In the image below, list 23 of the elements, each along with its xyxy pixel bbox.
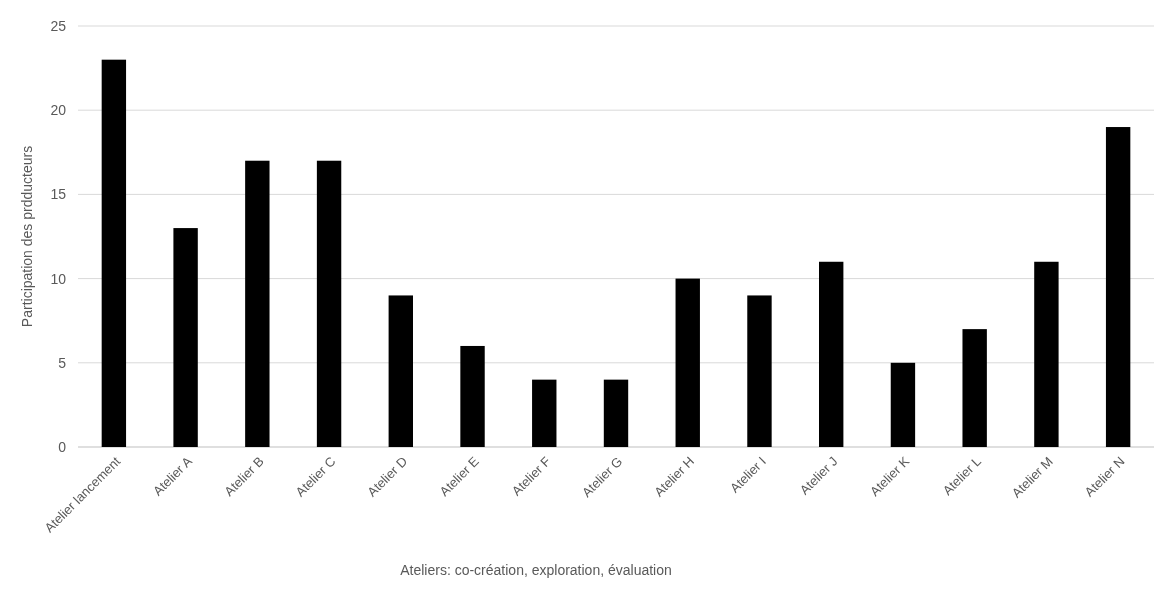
bar <box>245 160 270 447</box>
bar <box>675 278 700 447</box>
bar <box>316 160 342 447</box>
bar <box>532 379 557 447</box>
bar <box>460 345 485 447</box>
bar <box>388 295 413 447</box>
bar <box>603 379 629 447</box>
bar <box>747 295 772 447</box>
y-tick-label: 5 <box>58 354 67 371</box>
bar <box>819 261 844 447</box>
bar <box>173 228 198 447</box>
bar <box>1034 261 1059 447</box>
bar <box>890 362 916 447</box>
bar <box>962 329 987 447</box>
y-tick-label: 10 <box>50 270 67 287</box>
y-tick-label: 15 <box>50 186 67 203</box>
y-axis-title: Participation des prdducteurs <box>19 145 35 328</box>
bar <box>1105 127 1131 447</box>
bar <box>101 59 127 447</box>
x-axis-title: Ateliers: co-création, exploration, évaluation <box>400 562 672 578</box>
y-tick-label: 0 <box>58 438 67 455</box>
y-tick-label: 25 <box>50 17 67 34</box>
y-tick-label: 20 <box>50 102 67 119</box>
